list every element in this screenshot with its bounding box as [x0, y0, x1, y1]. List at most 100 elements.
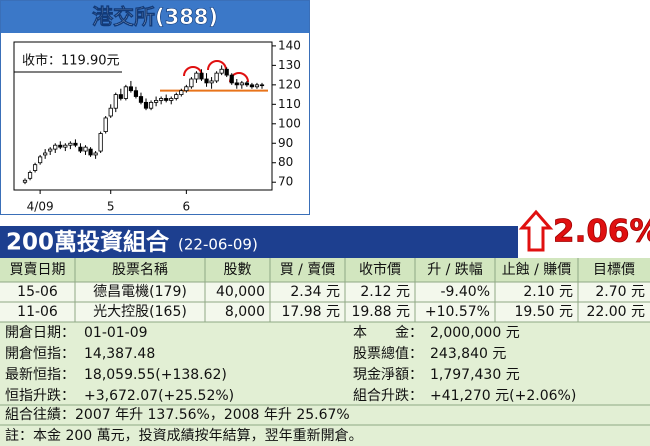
candle-body: [27, 172, 33, 179]
table-header: 目標價: [593, 261, 635, 278]
candle-body: [98, 133, 103, 152]
candle-body: [244, 82, 249, 86]
y-tick-label: 130: [278, 58, 301, 72]
summary-value: 14,387.48: [84, 346, 155, 362]
candle-body: [48, 148, 53, 152]
candle-body: [93, 152, 98, 156]
table-header: 股票名稱: [112, 262, 168, 278]
table-cell: 19.88 元: [351, 304, 410, 320]
candle-body: [169, 98, 174, 101]
table-cell: 2.34 元: [290, 284, 340, 300]
summary-value: 01-01-09: [84, 325, 148, 341]
candle-body: [43, 152, 48, 156]
table-cell: 8,000: [225, 304, 265, 320]
candle-body: [103, 117, 108, 132]
table-cell: 德昌電機(179): [93, 284, 187, 300]
table-header: 收市價: [359, 261, 401, 278]
candle-body: [229, 74, 234, 84]
y-tick-label: 100: [278, 116, 301, 130]
x-tick-label: 5: [107, 200, 115, 214]
candle-body: [204, 78, 209, 84]
table-cell: 17.98 元: [281, 304, 340, 320]
candle-body: [113, 94, 118, 109]
chart-frame: [0, 0, 310, 215]
summary-label: 開倉日期：: [5, 325, 75, 341]
summary-label: 開倉恒指：: [5, 346, 75, 362]
table-cell: 光大控股(165): [93, 304, 187, 320]
table-cell: 22.00 元: [586, 304, 645, 320]
candles: 70 80 90 100 110 120 130 140 4/09 5 6: [22, 38, 301, 214]
candle-body: [254, 84, 260, 88]
candle-body: [224, 68, 229, 76]
portfolio-date: (22-06-09): [178, 236, 258, 254]
portfolio-band: [0, 226, 518, 258]
y-tick-label: 110: [278, 97, 301, 111]
table-header: 買 / 賣價: [280, 261, 336, 278]
table-header: 買賣日期: [10, 262, 66, 278]
candle-body: [234, 82, 239, 86]
candle-body: [174, 94, 179, 99]
candle-body: [22, 179, 28, 183]
portfolio-title: 200萬投資組合: [6, 229, 170, 256]
candle-body: [108, 107, 113, 117]
candle-body: [73, 142, 78, 146]
note: 註：本金 200 萬元，投資成績按年結算，翌年重新開倉。: [5, 428, 363, 444]
candle-body: [249, 84, 255, 88]
table-cell: +10.57%: [425, 304, 490, 320]
summary-label: 組合升跌：: [353, 388, 423, 404]
table-header: 股數: [224, 262, 252, 278]
table-cell: 15-06: [17, 284, 58, 300]
candle-body: [164, 98, 169, 101]
candle-body: [209, 80, 214, 84]
y-tick-label: 120: [278, 77, 301, 91]
candle-body: [133, 90, 139, 97]
candle-body: [53, 144, 58, 150]
x-tick-label: 4/09: [27, 200, 54, 214]
table-cell: 19.50 元: [514, 304, 573, 320]
candle-body: [159, 98, 164, 101]
table-header: 升 / 跌幅: [427, 262, 483, 278]
candle-body: [239, 82, 244, 86]
summary-value: +3,672.07(+25.52%): [84, 388, 234, 404]
summary-value: +41,270 元(+2.06%): [430, 388, 576, 404]
candle-body: [259, 84, 265, 87]
summary-label: 本 金：: [353, 325, 423, 341]
table-cell: 2.70 元: [595, 284, 645, 300]
plot-frame: [13, 41, 273, 191]
candle-body: [88, 148, 93, 156]
candle-body: [138, 96, 144, 103]
summary-label: 最新恒指：: [5, 367, 75, 383]
table-header: 止蝕 / 賺價: [502, 261, 572, 278]
candle-body: [63, 144, 68, 148]
close-label: 收市：119.90元: [22, 53, 120, 69]
candle-body: [68, 142, 73, 146]
candle-body: [154, 100, 159, 103]
summary-label: 現金淨額：: [353, 367, 423, 383]
candle-body: [32, 164, 38, 171]
summary-value: 18,059.55(+138.62): [84, 367, 227, 383]
x-tick-label: 6: [183, 200, 191, 214]
candle-body: [78, 146, 83, 152]
summary-label: 恒指升跌：: [5, 388, 75, 404]
change-percent: 2.06%: [553, 214, 650, 250]
candle-body: [118, 94, 123, 99]
table-cell: -9.40%: [440, 284, 490, 300]
record: 組合往績：2007 年升 137.56%，2008 年升 25.67%: [5, 407, 350, 423]
candle-body: [143, 101, 149, 109]
title-band: [1, 1, 309, 33]
candle-body: [199, 72, 204, 80]
summary-value: 243,840 元: [430, 346, 506, 362]
candle-body: [179, 90, 184, 95]
y-tick-label: 140: [278, 38, 301, 52]
candle-body: [214, 72, 219, 82]
summary-label: 股票總值：: [353, 345, 423, 362]
candle-body: [194, 72, 199, 80]
candle-body: [184, 86, 189, 92]
y-tick-label: 80: [278, 155, 293, 169]
chart-title: 港交所(388): [92, 5, 218, 29]
summary-value: 1,797,430 元: [430, 367, 520, 383]
up-arrow: [518, 209, 554, 252]
candle-body: [148, 101, 154, 109]
candle-body: [38, 156, 43, 164]
